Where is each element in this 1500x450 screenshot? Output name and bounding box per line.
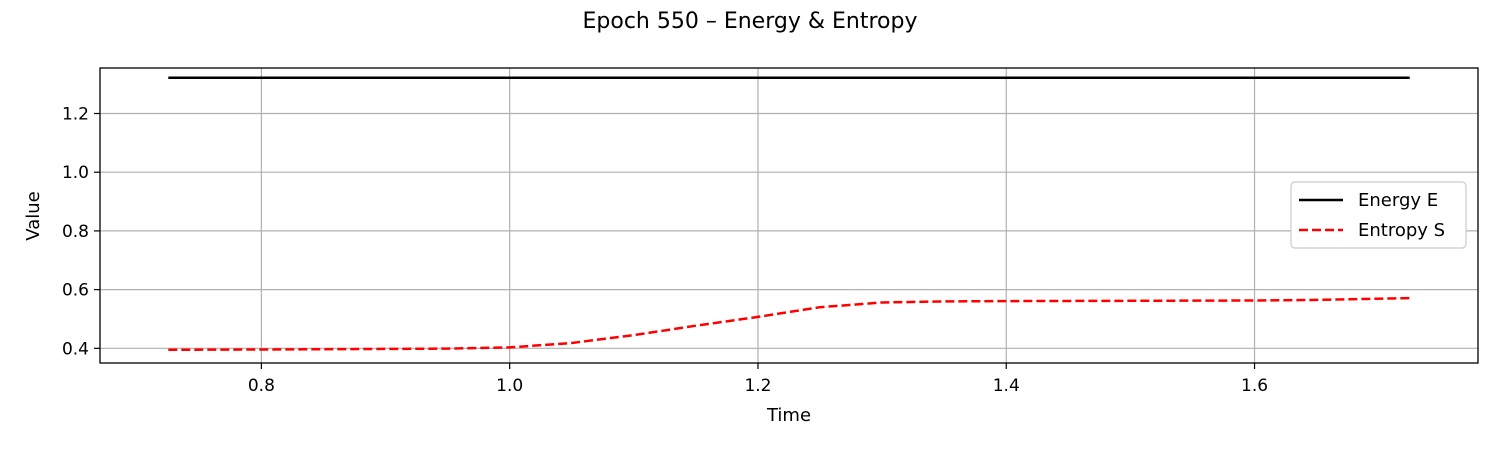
series-line-entropy bbox=[168, 296, 1410, 352]
legend-label-energy: Energy E bbox=[1358, 190, 1438, 211]
x-tick-label: 1.6 bbox=[1241, 376, 1268, 396]
x-tick-label: 0.8 bbox=[248, 376, 275, 396]
x-tick-label: 1.4 bbox=[993, 376, 1020, 396]
legend: Energy E Entropy S bbox=[1290, 181, 1467, 249]
axis-ticks: 0.8 1.0 1.2 1.4 1.6 0.4 0.6 0.8 1.0 1.2 bbox=[62, 104, 1268, 396]
y-tick-label: 0.4 bbox=[62, 339, 89, 359]
legend-box bbox=[1290, 181, 1467, 249]
legend-label-entropy: Entropy S bbox=[1358, 220, 1445, 241]
y-axis-label: Value bbox=[23, 191, 44, 240]
x-tick-label: 1.0 bbox=[496, 376, 523, 396]
plot-frame bbox=[99, 67, 1479, 364]
y-tick-label: 1.2 bbox=[62, 104, 89, 124]
y-tick-label: 0.6 bbox=[62, 281, 89, 301]
y-tick-label: 1.0 bbox=[62, 163, 89, 183]
x-tick-label: 1.2 bbox=[744, 376, 771, 396]
x-axis-label: Time bbox=[766, 405, 811, 426]
series-lines bbox=[168, 76, 1410, 352]
chart-title: Epoch 550 – Energy & Entropy bbox=[583, 9, 918, 34]
grid-lines bbox=[100, 68, 1478, 363]
y-tick-label: 0.8 bbox=[62, 222, 89, 242]
